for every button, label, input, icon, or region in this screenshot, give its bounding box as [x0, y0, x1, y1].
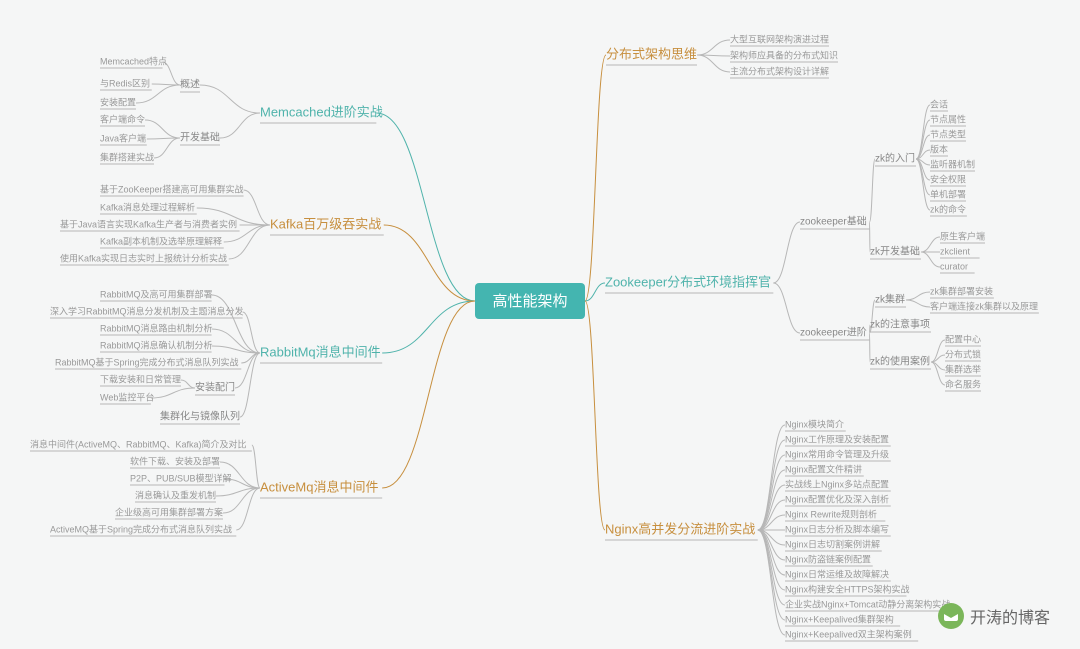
watermark-text: 开涛的博客 [970, 604, 1050, 628]
leaf-label: Nginx+Keepalived集群架构 [785, 613, 894, 624]
leaf-label: 下载安装和日常管理 [100, 373, 181, 384]
sub-label[interactable]: 集群化与镜像队列 [160, 410, 240, 423]
leaf-label: RabbitMQ消息确认机制分析 [100, 339, 213, 350]
leaf-label: 基于Java语言实现Kafka生产者与消费者实例 [60, 218, 237, 229]
leaf-label: curator [940, 261, 968, 271]
leaf-label: 节点属性 [930, 113, 966, 124]
leaf-label: Kafka副本机制及选举原理解释 [100, 235, 222, 246]
leaf-label: zkclient [940, 246, 971, 256]
sub-label[interactable]: zookeeper基础 [800, 215, 867, 228]
leaf-label: 客户端命令 [100, 113, 145, 124]
leaf-label: Nginx日志切割案例讲解 [785, 538, 880, 549]
branch-label[interactable]: RabbitMq消息中间件 [260, 344, 381, 359]
sub-label[interactable]: zk的注意事项 [870, 318, 930, 331]
leaf-label: 实战线上Nginx多站点配置 [785, 478, 889, 489]
root-label: 高性能架构 [492, 293, 567, 310]
leaf-label: 消息中间件(ActiveMQ、RabbitMQ、Kafka)简介及对比 [30, 438, 247, 449]
leaf-label: RabbitMQ及高可用集群部署 [100, 288, 213, 299]
branch-label[interactable]: ActiveMq消息中间件 [260, 479, 378, 494]
leaf-label: Nginx工作原理及安装配置 [785, 433, 889, 444]
leaf-label: 单机部署 [930, 188, 966, 199]
leaf-label: 节点类型 [930, 128, 966, 139]
leaf-label: 集群搭建实战 [100, 151, 154, 162]
leaf-label: Memcached特点 [100, 55, 167, 66]
leaf-label: Nginx配置文件精讲 [785, 463, 862, 474]
leaf-label: 企业实战Nginx+Tomcat动静分离架构实战 [785, 598, 950, 609]
leaf-label: 命名服务 [945, 378, 981, 389]
leaf-label: 基于ZooKeeper搭建高可用集群实战 [100, 183, 244, 194]
sub-label[interactable]: zk集群 [875, 293, 905, 306]
leaf-label: zk的命令 [930, 203, 966, 214]
branch-label[interactable]: 分布式架构思维 [606, 46, 697, 61]
leaf-label: 客户端连接zk集群以及原理 [930, 300, 1038, 311]
leaf-label: Java客户端 [100, 132, 146, 143]
leaf-label: 大型互联网架构演进过程 [730, 33, 829, 44]
leaf-label: 安装配置 [100, 96, 136, 107]
branch-label[interactable]: Nginx高并发分流进阶实战 [605, 521, 755, 536]
sub-label[interactable]: 安装配门 [195, 381, 235, 394]
wechat-icon [938, 603, 964, 629]
leaf-label: 企业级高可用集群部署方案 [115, 506, 223, 517]
leaf-label: 原生客户端 [940, 230, 985, 241]
leaf-label: 会话 [930, 98, 948, 109]
sub-label[interactable]: zk的入门 [875, 152, 915, 165]
leaf-label: 安全权限 [930, 173, 966, 184]
leaf-label: 主流分布式架构设计详解 [730, 65, 829, 76]
branch-label[interactable]: Memcached进阶实战 [260, 104, 383, 119]
sub-label[interactable]: 概述 [180, 78, 200, 91]
leaf-label: Nginx构建安全HTTPS架构实战 [785, 583, 910, 594]
leaf-label: Nginx Rewrite规则剖析 [785, 508, 877, 519]
leaf-label: Kafka消息处理过程解析 [100, 201, 195, 212]
leaf-label: 分布式锁 [945, 348, 981, 359]
leaf-label: 架构师应具备的分布式知识 [730, 49, 838, 60]
leaf-label: 版本 [930, 143, 948, 154]
leaf-label: Nginx日志分析及脚本编写 [785, 523, 889, 534]
leaf-label: 与Redis区别 [100, 78, 150, 88]
leaf-label: Nginx模块简介 [785, 418, 844, 429]
leaf-label: 软件下载、安装及部署 [130, 455, 220, 466]
sub-label[interactable]: zookeeper进阶 [800, 326, 867, 339]
leaf-label: P2P、PUB/SUB模型详解 [130, 472, 232, 483]
leaf-label: RabbitMQ消息路由机制分析 [100, 322, 213, 333]
mindmap-canvas: 高性能架构Memcached进阶实战概述Memcached特点与Redis区别安… [0, 0, 1080, 649]
leaf-label: 深入学习RabbitMQ消息分发机制及主题消息分发 [50, 305, 244, 316]
leaf-label: RabbitMQ基于Spring完成分布式消息队列实战 [55, 356, 239, 367]
leaf-label: 配置中心 [945, 333, 981, 344]
leaf-label: Web监控平台 [100, 391, 154, 402]
leaf-label: Nginx防盗链案例配置 [785, 553, 871, 564]
leaf-label: Nginx日常运维及故障解决 [785, 568, 889, 579]
leaf-label: ActiveMQ基于Spring完成分布式消息队列实战 [50, 523, 232, 534]
watermark: 开涛的博客 [938, 603, 1050, 629]
sub-label[interactable]: zk开发基础 [870, 245, 920, 258]
leaf-label: 监听器机制 [930, 158, 975, 169]
leaf-label: zk集群部署安装 [930, 285, 993, 296]
leaf-label: 集群选举 [945, 363, 981, 374]
leaf-label: Nginx配置优化及深入剖析 [785, 493, 889, 504]
leaf-label: 使用Kafka实现日志实时上报统计分析实战 [60, 252, 227, 263]
sub-label[interactable]: zk的使用案例 [870, 355, 930, 368]
branch-label[interactable]: Kafka百万级吞实战 [270, 216, 381, 231]
leaf-label: Nginx常用命令管理及升级 [785, 448, 889, 459]
branch-label[interactable]: Zookeeper分布式环境指挥官 [605, 274, 771, 289]
sub-label[interactable]: 开发基础 [180, 131, 220, 144]
leaf-label: Nginx+Keepalived双主架构案例 [785, 628, 912, 639]
leaf-label: 消息确认及重发机制 [135, 489, 216, 500]
